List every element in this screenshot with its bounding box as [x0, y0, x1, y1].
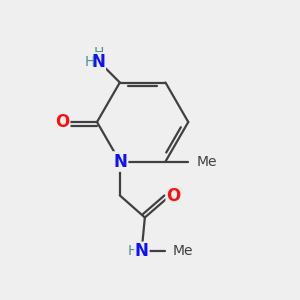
Text: N: N: [135, 242, 149, 260]
Text: H: H: [84, 55, 95, 69]
Text: H: H: [128, 244, 138, 258]
Text: O: O: [166, 187, 181, 205]
Text: N: N: [113, 153, 127, 171]
Text: Me: Me: [196, 154, 217, 169]
Text: Me: Me: [173, 244, 193, 258]
Text: H: H: [93, 46, 104, 60]
Text: N: N: [92, 53, 105, 71]
Text: O: O: [56, 113, 70, 131]
